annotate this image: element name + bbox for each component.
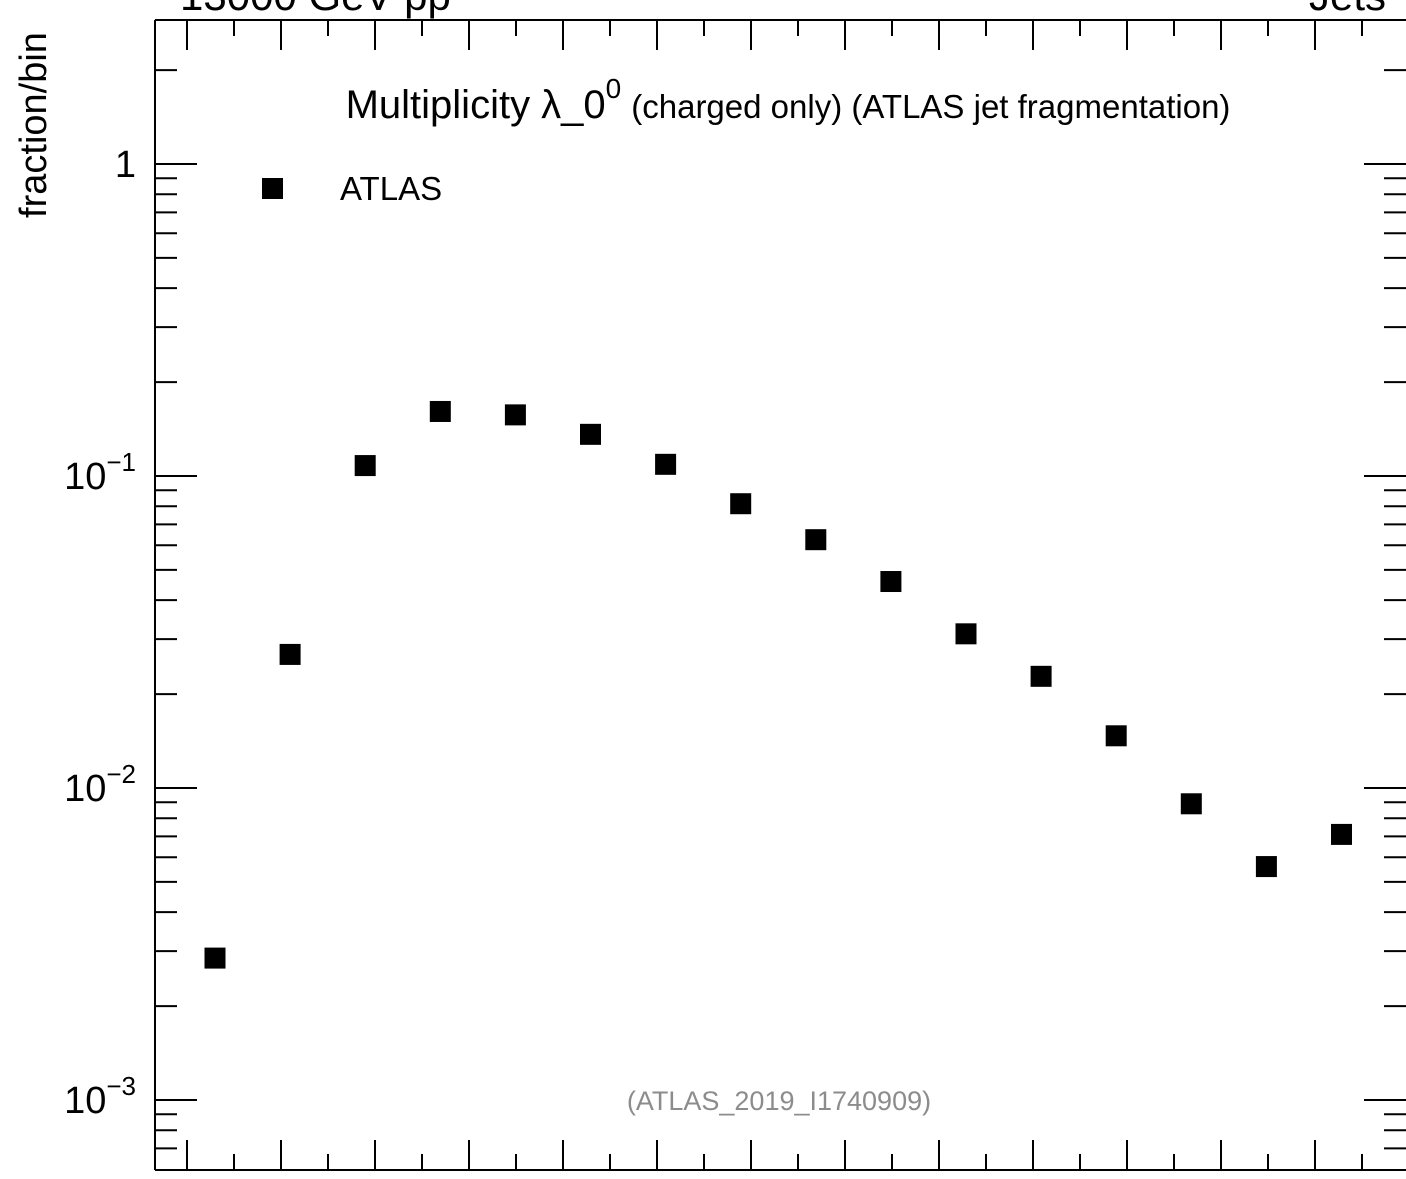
data-point [1255, 856, 1277, 878]
data-point [580, 423, 601, 445]
data-point [880, 571, 902, 593]
y-tick-labels: 1 10−1 10−2 10−3 [64, 144, 136, 1122]
data-point [1030, 665, 1052, 687]
legend-marker [262, 178, 283, 199]
chart-title-main: Multiplicity λ_0 [346, 83, 606, 127]
data-point [955, 623, 977, 645]
y-axis-label: fraction/bin [13, 32, 55, 218]
data-point [354, 455, 376, 477]
y-tick-label: 10−2 [64, 759, 136, 810]
header-right: Jets [1309, 0, 1386, 19]
y-tick-label: 10−3 [64, 1071, 136, 1122]
data-point [1331, 823, 1352, 845]
header-left: 13000 GeV pp [180, 0, 451, 19]
legend-label: ATLAS [340, 170, 442, 207]
legend: ATLAS [262, 170, 442, 207]
data-points [204, 400, 1352, 969]
data-point [429, 400, 451, 422]
y-tick-label: 1 [115, 144, 136, 186]
watermark: (ATLAS_2019_I1740909) [627, 1086, 931, 1116]
axis-ticks [155, 20, 1406, 1170]
data-point [655, 453, 677, 475]
data-point [204, 947, 226, 969]
chart-title-suffix: (charged only) (ATLAS jet fragmentation) [631, 88, 1230, 125]
chart-title-superscript: 0 [606, 73, 622, 104]
data-point [504, 404, 526, 426]
data-point [1105, 725, 1127, 747]
y-tick-label: 10−1 [64, 447, 136, 498]
data-point [1180, 793, 1202, 815]
data-point [805, 529, 827, 551]
data-point [279, 643, 301, 665]
chart-title: Multiplicity λ_00 (charged only) (ATLAS j… [346, 73, 1231, 127]
data-point [730, 493, 752, 515]
